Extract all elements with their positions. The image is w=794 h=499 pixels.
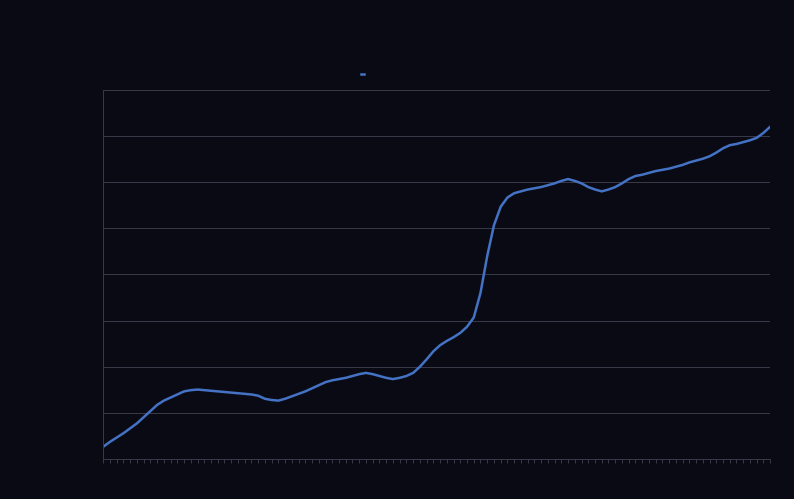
- Legend: : [360, 73, 364, 74]
